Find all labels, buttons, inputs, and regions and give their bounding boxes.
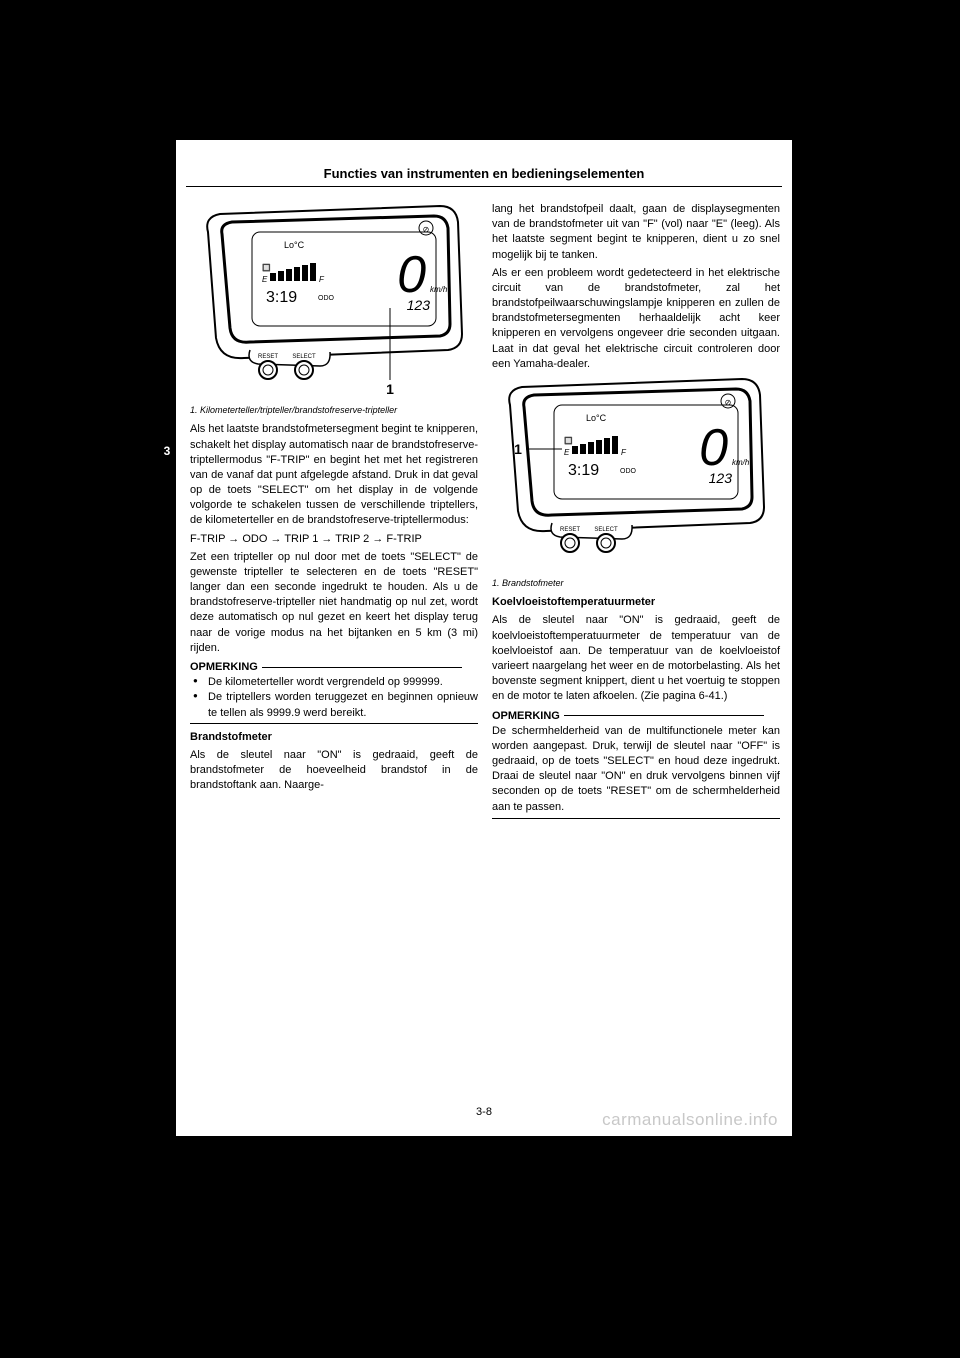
paragraph: Als de sleutel naar "ON" is gedraaid, ge… (492, 613, 780, 704)
svg-text:⊘: ⊘ (423, 225, 430, 234)
note-paragraph: De schermhelderheid van de multifunction… (492, 724, 780, 815)
svg-text:0: 0 (699, 419, 728, 477)
note-bullet: De triptellers worden teruggezet en begi… (190, 690, 478, 720)
svg-text:E: E (262, 275, 268, 284)
figure-odometer: ⊘ Lo°C 🔲 E F 3:19 ODO (190, 202, 478, 398)
dashboard-illustration: ⊘ Lo°C 🔲 E F 3:19 ODO 0 km/h 123 (492, 375, 780, 571)
svg-text:123: 123 (709, 470, 733, 486)
svg-text:ODO: ODO (318, 295, 335, 302)
note-heading: OPMERKING (492, 710, 560, 722)
paragraph: lang het brandstofpeil daalt, gaan de di… (492, 202, 780, 263)
svg-text:1: 1 (386, 381, 394, 397)
paragraph: Als de sleutel naar "ON" is gedraaid, ge… (190, 748, 478, 794)
svg-text:1: 1 (514, 441, 522, 457)
svg-text:RESET: RESET (258, 354, 278, 360)
svg-text:km/h: km/h (732, 458, 750, 467)
figure-caption-left: 1. Kilometerteller/tripteller/brandstofr… (190, 404, 478, 416)
right-column: lang het brandstofpeil daalt, gaan de di… (492, 202, 780, 825)
note-bullet: De kilometerteller wordt vergrendeld op … (190, 675, 478, 690)
svg-text:123: 123 (407, 297, 431, 313)
figure-fuelmeter: ⊘ Lo°C 🔲 E F 3:19 ODO 0 km/h 123 (492, 375, 780, 571)
svg-text:RESET: RESET (560, 527, 580, 533)
svg-text:3:19: 3:19 (266, 289, 297, 306)
paragraph: Zet een tripteller op nul door met de to… (190, 550, 478, 656)
mode-sequence: F-TRIP → ODO → TRIP 1 → TRIP 2 → F-TRIP (190, 532, 478, 547)
note-heading: OPMERKING (190, 661, 258, 673)
svg-text:E: E (564, 448, 570, 457)
svg-text:🔲: 🔲 (564, 436, 573, 445)
manual-page: Functies van instrumenten en bedieningse… (176, 140, 792, 1136)
svg-text:SELECT: SELECT (594, 527, 618, 533)
chapter-tab: 3 (158, 440, 176, 462)
page-header: Functies van instrumenten en bedieningse… (176, 166, 792, 181)
section-heading-coolant: Koelvloeistoftemperatuurmeter (492, 595, 780, 610)
left-column: ⊘ Lo°C 🔲 E F 3:19 ODO (190, 202, 478, 796)
svg-text:Lo°C: Lo°C (586, 413, 607, 423)
svg-text:🔲: 🔲 (262, 263, 271, 272)
svg-text:⊘: ⊘ (725, 398, 732, 407)
svg-text:3:19: 3:19 (568, 462, 599, 479)
svg-text:km/h: km/h (430, 285, 448, 294)
svg-text:ODO: ODO (620, 468, 637, 475)
section-heading-fuelmeter: Brandstofmeter (190, 730, 478, 745)
temp-display: Lo°C (284, 240, 305, 250)
header-rule (186, 186, 782, 187)
dashboard-illustration: ⊘ Lo°C 🔲 E F 3:19 ODO (190, 202, 478, 398)
paragraph: Als er een probleem wordt gedetecteerd i… (492, 266, 780, 372)
svg-text:SELECT: SELECT (292, 354, 316, 360)
svg-text:0: 0 (397, 246, 426, 304)
paragraph: Als het laatste brandstofmetersegment be… (190, 422, 478, 528)
watermark: carmanualsonline.info (602, 1110, 778, 1130)
figure-caption-right: 1. Brandstofmeter (492, 577, 780, 589)
